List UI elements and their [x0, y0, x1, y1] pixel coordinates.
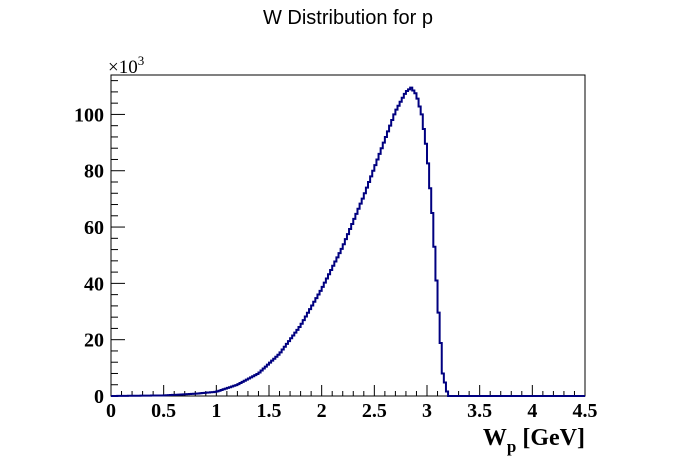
y-tick-label: 40 — [84, 273, 104, 295]
x-axis-title: Wp [GeV] — [483, 425, 585, 456]
x-axis-title-main: W — [483, 425, 507, 451]
y-tick-label: 0 — [94, 386, 104, 408]
y-tick-label: 60 — [84, 217, 104, 239]
x-tick-label: 3.5 — [467, 400, 492, 422]
y-axis-tick-labels: 0 20 40 60 80 100 — [74, 104, 104, 408]
plot-frame — [110, 74, 586, 397]
y-tick-label: 80 — [84, 161, 104, 183]
y-multiplier-exponent: 3 — [138, 53, 145, 68]
y-tick-label: 20 — [84, 330, 104, 352]
x-tick-label: 4 — [527, 400, 537, 422]
y-tick-label: 100 — [74, 104, 104, 126]
series-layer — [111, 86, 585, 397]
x-tick-label: 1 — [211, 400, 221, 422]
x-axis-title-unit: [GeV] — [522, 425, 585, 451]
x-tick-label: 1.5 — [257, 400, 282, 422]
y-multiplier: ×103 — [108, 53, 144, 78]
y-multiplier-base: ×10 — [108, 57, 138, 78]
x-tick-label: 2 — [317, 400, 327, 422]
x-tick-label: 0.5 — [151, 400, 176, 422]
x-tick-label: 3 — [422, 400, 432, 422]
x-axis-tick-labels: 0 0.5 1 1.5 2 2.5 3 3.5 4 4.5 — [106, 400, 598, 422]
x-axis-title-subscript: p — [507, 437, 516, 456]
x-tick-label: 0 — [106, 400, 116, 422]
x-tick-label: 4.5 — [573, 400, 598, 422]
y-axis-ticks — [111, 80, 125, 397]
x-tick-label: 2.5 — [362, 400, 387, 422]
histogram-line — [111, 86, 585, 397]
chart-title: W Distribution for p — [263, 7, 433, 29]
